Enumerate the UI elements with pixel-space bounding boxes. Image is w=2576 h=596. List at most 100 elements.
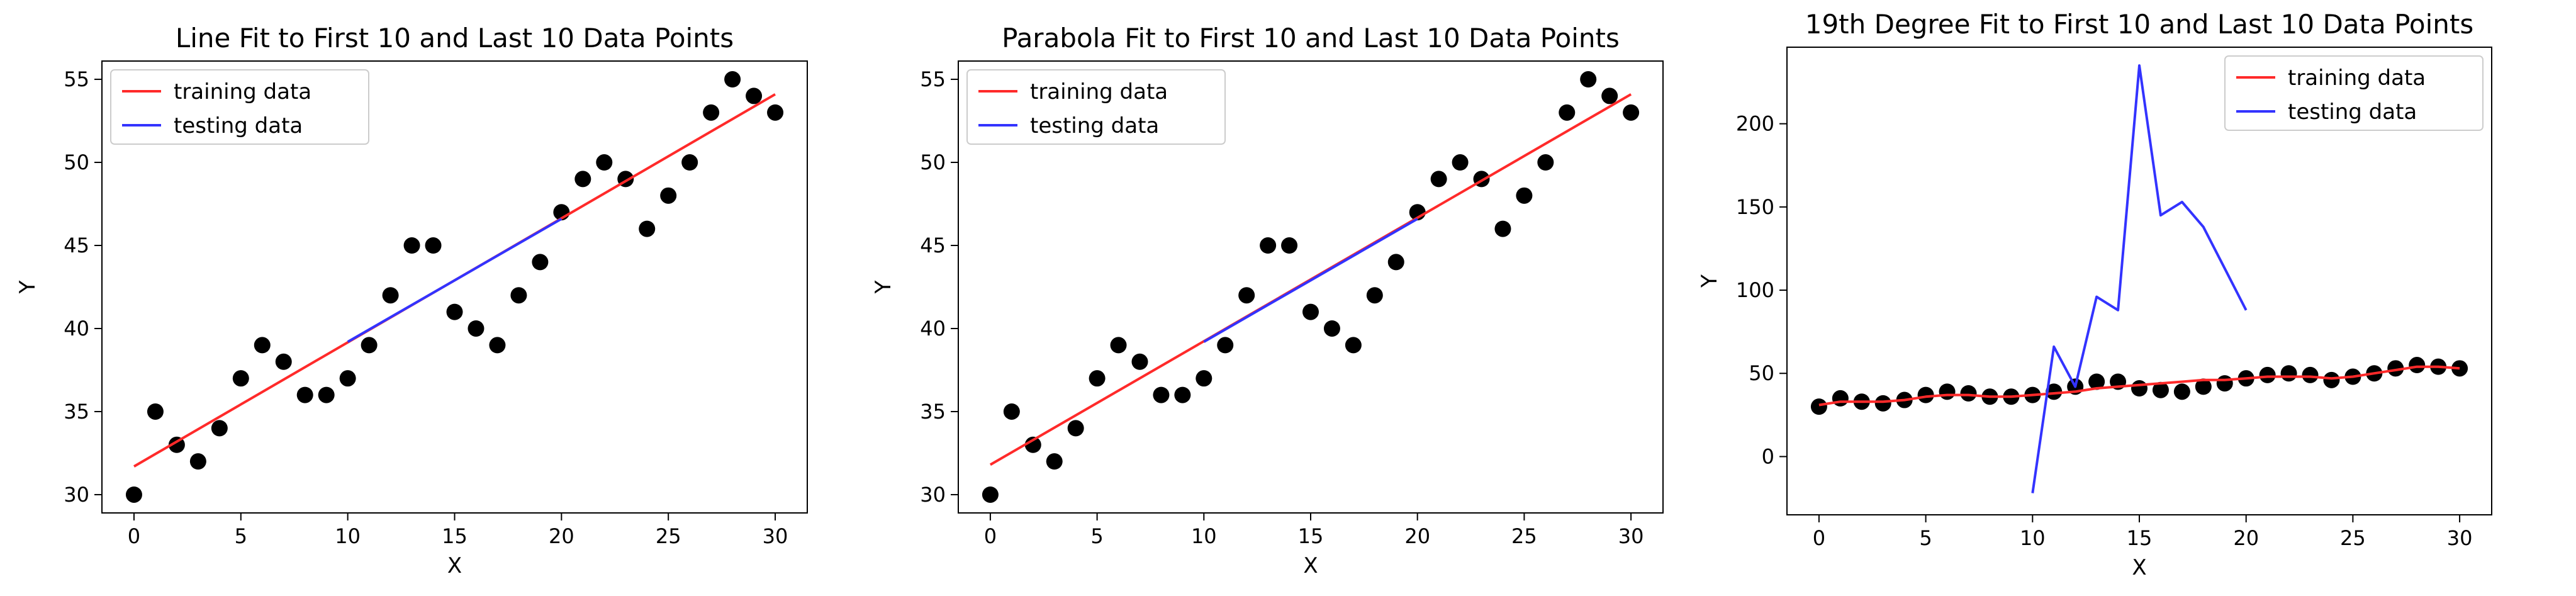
data-point bbox=[382, 287, 399, 304]
y-tick-label: 0 bbox=[1762, 444, 1774, 468]
x-tick-label: 5 bbox=[235, 524, 247, 548]
x-tick-label: 30 bbox=[1618, 524, 1644, 548]
data-point bbox=[1387, 254, 1404, 271]
data-point bbox=[1494, 220, 1511, 237]
data-point bbox=[403, 237, 420, 254]
x-tick-label: 15 bbox=[2127, 526, 2153, 550]
data-point bbox=[2323, 371, 2340, 388]
x-tick-label: 10 bbox=[1191, 524, 1217, 548]
y-tick-label: 45 bbox=[920, 233, 946, 257]
x-tick-label: 10 bbox=[335, 524, 361, 548]
series-line-testing-data bbox=[2031, 64, 2248, 493]
data-point bbox=[639, 220, 656, 237]
data-point bbox=[510, 287, 527, 304]
legend: training data testing data bbox=[110, 69, 369, 145]
data-point bbox=[724, 71, 741, 88]
plot-area bbox=[125, 71, 784, 503]
legend-label: testing data bbox=[1030, 113, 1159, 138]
series-line-training-data bbox=[1818, 365, 2460, 407]
chart-panel-3: 19th Degree Fit to First 10 and Last 10 … bbox=[1697, 9, 2492, 580]
data-point bbox=[1003, 403, 1020, 420]
data-point bbox=[275, 353, 292, 370]
data-point bbox=[1960, 385, 1977, 402]
data-point bbox=[1452, 154, 1469, 171]
legend-box bbox=[110, 69, 369, 145]
data-point bbox=[746, 87, 763, 104]
data-point bbox=[596, 154, 613, 171]
data-point bbox=[2280, 365, 2297, 382]
data-point bbox=[2131, 380, 2148, 397]
data-point bbox=[189, 453, 206, 470]
data-point bbox=[1516, 187, 1533, 204]
data-point bbox=[1089, 370, 1106, 387]
data-point bbox=[2259, 366, 2276, 383]
data-point bbox=[1345, 337, 1362, 354]
x-tick-label: 10 bbox=[2020, 526, 2046, 550]
data-point bbox=[1832, 390, 1849, 407]
data-point bbox=[2409, 357, 2426, 374]
series-line-testing-data bbox=[347, 218, 563, 343]
y-tick-label: 30 bbox=[64, 483, 89, 507]
data-point bbox=[168, 436, 185, 453]
y-tick-label: 55 bbox=[64, 67, 89, 91]
data-point bbox=[1196, 370, 1212, 387]
data-point bbox=[489, 337, 506, 354]
plot-area bbox=[1810, 64, 2468, 493]
y-axis-label: Y bbox=[1697, 274, 1722, 288]
y-axis-label: Y bbox=[15, 280, 40, 294]
data-point bbox=[2387, 360, 2404, 377]
data-point bbox=[2046, 383, 2063, 400]
x-tick-label: 0 bbox=[1813, 526, 1825, 550]
x-tick-label: 25 bbox=[656, 524, 681, 548]
legend-label: training data bbox=[1030, 79, 1168, 104]
y-tick-label: 45 bbox=[64, 233, 89, 257]
data-point bbox=[211, 420, 228, 437]
x-tick-label: 30 bbox=[763, 524, 788, 548]
legend-label: testing data bbox=[174, 113, 303, 138]
x-tick-label: 15 bbox=[442, 524, 468, 548]
data-point bbox=[1537, 154, 1554, 171]
x-tick-label: 15 bbox=[1298, 524, 1324, 548]
data-point bbox=[2302, 366, 2319, 383]
x-tick-label: 0 bbox=[984, 524, 997, 548]
y-tick-label: 100 bbox=[1736, 278, 1774, 302]
data-point bbox=[2195, 378, 2212, 395]
y-tick-label: 50 bbox=[920, 150, 946, 174]
data-point bbox=[2173, 383, 2190, 400]
data-point bbox=[532, 254, 549, 271]
y-tick-label: 40 bbox=[920, 317, 946, 340]
data-point bbox=[468, 320, 484, 337]
y-tick-label: 35 bbox=[920, 400, 946, 424]
legend-label: testing data bbox=[2288, 99, 2417, 125]
chart-title: 19th Degree Fit to First 10 and Last 10 … bbox=[1805, 9, 2474, 40]
plot-area bbox=[982, 71, 1640, 503]
data-point bbox=[147, 403, 164, 420]
data-point bbox=[1939, 383, 1956, 400]
x-axis-label: X bbox=[1303, 553, 1318, 578]
x-axis-label: X bbox=[2132, 555, 2146, 580]
data-point bbox=[2152, 381, 2169, 398]
data-point bbox=[660, 187, 677, 204]
y-tick-label: 50 bbox=[1749, 361, 1774, 385]
legend-box bbox=[2224, 55, 2484, 131]
x-tick-label: 5 bbox=[1919, 526, 1932, 550]
data-point bbox=[125, 486, 142, 503]
data-point bbox=[1366, 287, 1383, 304]
x-tick-label: 5 bbox=[1090, 524, 1103, 548]
y-tick-label: 200 bbox=[1736, 112, 1774, 136]
data-point bbox=[767, 104, 784, 121]
legend-label: training data bbox=[2288, 65, 2426, 91]
data-point bbox=[1917, 386, 1934, 403]
x-tick-label: 20 bbox=[549, 524, 574, 548]
data-point bbox=[1874, 395, 1891, 412]
x-tick-label: 20 bbox=[2233, 526, 2259, 550]
y-tick-label: 150 bbox=[1736, 195, 1774, 219]
y-tick-label: 50 bbox=[64, 150, 89, 174]
data-point bbox=[446, 303, 463, 320]
data-point bbox=[318, 386, 335, 403]
data-point bbox=[1046, 453, 1063, 470]
data-point bbox=[574, 171, 591, 188]
data-point bbox=[2216, 375, 2233, 392]
data-point bbox=[232, 370, 249, 387]
data-point bbox=[1153, 386, 1170, 403]
